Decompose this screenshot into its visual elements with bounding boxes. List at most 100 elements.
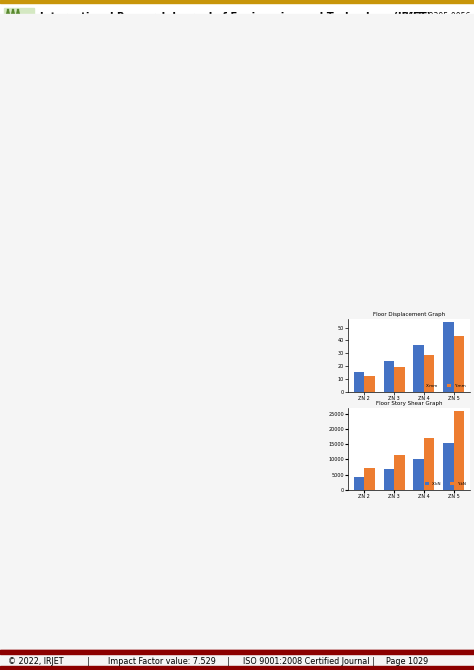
Text: 43.164: 43.164 xyxy=(313,380,341,389)
Text: International Research Journal of Engineering and Technology (IRJET): International Research Journal of Engine… xyxy=(40,12,431,22)
Bar xyxy=(394,367,404,391)
Text: © 2022, IRJET: © 2022, IRJET xyxy=(8,657,64,665)
Bar xyxy=(424,355,435,391)
Text: 11.99: 11.99 xyxy=(316,336,338,345)
Text: Depth of Rib    :  250mm: Depth of Rib : 250mm xyxy=(4,149,100,159)
Bar xyxy=(383,361,394,391)
Text: Grade of steel     :  Fe550: Grade of steel : Fe550 xyxy=(4,95,102,104)
Bar xyxy=(276,348,310,362)
Text: ISO 9001:2008 Certified Journal: ISO 9001:2008 Certified Journal xyxy=(243,657,370,665)
Text: 11413.
841: 11413. 841 xyxy=(314,439,340,458)
Bar xyxy=(0,652,474,670)
Text: 4252.
1163: 4252. 1163 xyxy=(282,423,304,442)
Bar xyxy=(394,455,404,490)
Bar xyxy=(0,668,474,669)
Text: Drop at Interior  :  2500x3000mm: Drop at Interior : 2500x3000mm xyxy=(4,196,136,206)
Text: ZONE 4: ZONE 4 xyxy=(238,461,270,470)
Text: Drop at corners   :  1250x1750mm: Drop at corners : 1250x1750mm xyxy=(4,212,139,221)
Bar xyxy=(0,37,474,38)
Text: Load Patterns: Load Patterns xyxy=(4,243,65,252)
Text: Column (Story 2 to 9)  :  450×900 mm: Column (Story 2 to 9) : 450×900 mm xyxy=(4,111,154,120)
Text: Page 1029: Page 1029 xyxy=(386,657,428,665)
Text: Response Reduction Factor  :  3.0(Refer table 7): Response Reduction Factor : 3.0(Refer ta… xyxy=(4,297,190,307)
Bar xyxy=(232,377,276,391)
Text: Drop Panel:: Drop Panel: xyxy=(4,181,55,190)
Bar xyxy=(276,440,310,457)
Bar xyxy=(232,407,344,424)
Title: Floor Story Shear Graph: Floor Story Shear Graph xyxy=(376,401,442,406)
Bar xyxy=(354,373,364,391)
Bar xyxy=(232,173,470,291)
Text: 5.1 Analysis Results Comparison: 5.1 Analysis Results Comparison xyxy=(232,307,411,317)
Bar xyxy=(424,438,435,490)
Text: 5. MODELING AND ANALYSIS: 5. MODELING AND ANALYSIS xyxy=(4,325,170,335)
Text: Code Details for RCC: (IS: 1893:2002 Part II): Code Details for RCC: (IS: 1893:2002 Par… xyxy=(4,267,198,275)
Text: Seismic zone factors   :  0.10, 0.16, 0.24, 0.36: Seismic zone factors : 0.10, 0.16, 0.24,… xyxy=(4,282,183,291)
Bar xyxy=(232,42,470,157)
Text: Width of Rib at bottom  :  200mm: Width of Rib at bottom : 200mm xyxy=(4,165,135,174)
Bar xyxy=(66,427,86,435)
Bar xyxy=(252,183,284,273)
Bar xyxy=(232,319,344,334)
Text: Plan Dimension     :  53.34m X 53.34m: Plan Dimension : 53.34m X 53.34m xyxy=(4,64,155,73)
Bar xyxy=(413,346,424,391)
Text: |: | xyxy=(87,657,89,665)
Bar xyxy=(413,459,424,490)
Text: 28.776: 28.776 xyxy=(313,365,341,375)
Text: Fig-4: 2D frame layout: Fig-4: 2D frame layout xyxy=(66,456,160,465)
Bar xyxy=(232,334,276,348)
Bar xyxy=(6,339,220,450)
Bar xyxy=(454,411,465,490)
Text: ZONE 2: ZONE 2 xyxy=(237,336,271,345)
Text: |: | xyxy=(372,657,374,665)
Text: Total Slab Thickness at drop  :  400mm: Total Slab Thickness at drop : 400mm xyxy=(4,188,156,198)
Bar xyxy=(232,440,276,457)
Bar xyxy=(276,474,310,490)
Bar xyxy=(276,424,310,440)
Text: 17120.
762: 17120. 762 xyxy=(314,456,340,475)
Bar xyxy=(310,362,344,377)
Legend: X-kN, Y-kN: X-kN, Y-kN xyxy=(423,480,468,488)
Bar xyxy=(235,283,467,288)
Text: e-ISSN: 2395-0056: e-ISSN: 2395-0056 xyxy=(399,12,470,21)
Text: Volume: 09 Issue: 09 | Sep 2022     www.irjet.net: Volume: 09 Issue: 09 | Sep 2022 www.irje… xyxy=(40,24,226,33)
Title: Floor Displacement Graph: Floor Displacement Graph xyxy=(373,312,445,317)
Bar xyxy=(4,8,34,36)
Legend: X-mm, Y-mm: X-mm, Y-mm xyxy=(417,382,468,389)
Text: 10205
.079: 10205 .079 xyxy=(281,456,305,475)
Text: Seismic Zones          :  II, III, IV and V: Seismic Zones : II, III, IV and V xyxy=(4,275,146,283)
Text: 4.2 Data Taken for the Analysis: 4.2 Data Taken for the Analysis xyxy=(4,46,176,56)
Text: Fig-7: Displacement Graph: Fig-7: Displacement Graph xyxy=(352,395,466,405)
Text: Table-2: Story Shear Results: Table-2: Story Shear Results xyxy=(232,494,353,503)
Text: Y-in
kN: Y-in kN xyxy=(319,406,335,425)
Text: Shear wall for the Lift   :  300mm: Shear wall for the Lift : 300mm xyxy=(4,228,133,237)
Bar xyxy=(232,319,344,391)
Text: X-in
mm: X-in mm xyxy=(284,316,301,336)
Bar xyxy=(444,322,454,391)
Bar xyxy=(0,650,474,652)
Text: Fig-5: 3D Model: Fig-5: 3D Model xyxy=(318,161,384,170)
Text: Dead load   :  1 kN/m³: Dead load : 1 kN/m³ xyxy=(4,259,90,268)
Text: |: | xyxy=(227,657,229,665)
Text: Fig-8: Story Shear Graph: Fig-8: Story Shear Graph xyxy=(356,494,462,503)
Bar xyxy=(354,477,364,490)
Bar xyxy=(310,440,344,457)
Text: Ribs spacing in both directions  :  750mm: Ribs spacing in both directions : 750mm xyxy=(4,173,167,182)
Bar xyxy=(232,407,344,490)
Bar xyxy=(232,457,276,474)
Bar xyxy=(232,348,276,362)
Text: MODEL: MODEL xyxy=(238,322,270,331)
Text: X-in
kN: X-in kN xyxy=(285,406,301,425)
Text: 7133.6
507: 7133.6 507 xyxy=(314,423,340,442)
Text: Fig-6: Rendered Model: Fig-6: Rendered Model xyxy=(303,295,399,304)
Text: Grade of concrete  :  M40: Grade of concrete : M40 xyxy=(4,87,103,96)
Text: Y-in
mm: Y-in mm xyxy=(319,316,335,336)
Text: Number of stories  :  G+8: Number of stories : G+8 xyxy=(4,72,103,80)
Text: 24.068: 24.068 xyxy=(279,351,307,360)
Text: 36.102: 36.102 xyxy=(279,365,307,375)
Bar xyxy=(276,334,310,348)
Text: Importance factor      :  1.5(Refer table 6): Importance factor : 1.5(Refer table 6) xyxy=(4,290,165,299)
Bar xyxy=(235,277,467,282)
Bar xyxy=(310,424,344,440)
Text: Span Length in Both Direction of slab  :  7.62m: Span Length in Both Direction of slab : … xyxy=(4,103,187,112)
